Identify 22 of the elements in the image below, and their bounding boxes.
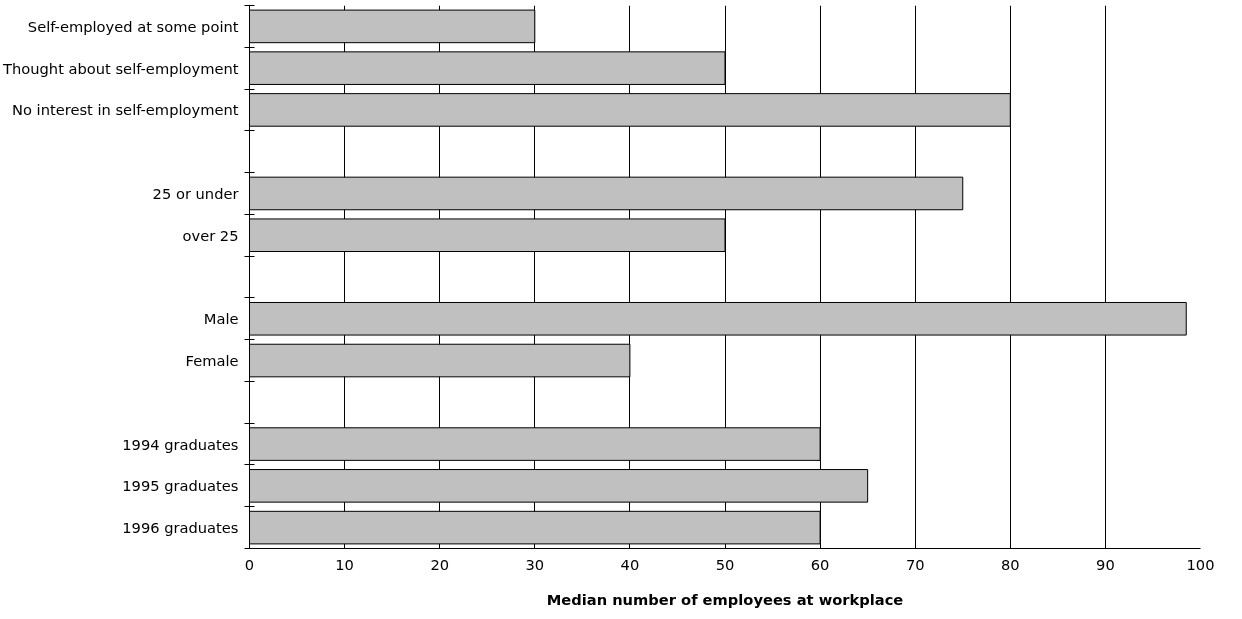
- y-tick-label: Female: [185, 352, 239, 370]
- y-tick-label: 1994 graduates: [122, 435, 239, 453]
- x-axis-title: Median number of employees at workplace: [546, 590, 904, 608]
- y-tick-label: Self-employed at some point: [27, 17, 239, 35]
- y-tick-label: 1996 graduates: [122, 519, 239, 537]
- x-tick-label: 30: [525, 555, 545, 573]
- x-tick-label: 50: [715, 555, 735, 573]
- x-tick-label: 70: [905, 555, 925, 573]
- y-tick-label: Thought about self-employment: [2, 59, 239, 77]
- x-tick-label: 90: [1096, 555, 1115, 573]
- x-tick-label: 20: [430, 555, 450, 573]
- y-tick-label: over 25: [182, 226, 239, 244]
- x-tick-label: 80: [1000, 555, 1020, 573]
- x-tick-label: 40: [620, 555, 640, 573]
- y-tick-label: No interest in self-employment: [11, 101, 239, 119]
- x-tick-label: 60: [810, 555, 830, 573]
- y-tick-label: 25 or under: [152, 184, 240, 202]
- x-tick-label: 10: [335, 555, 354, 573]
- y-tick-label: Male: [203, 310, 239, 328]
- x-tick-label: 0: [244, 555, 255, 573]
- x-tick-label: 100: [1186, 555, 1215, 573]
- y-tick-label: 1995 graduates: [122, 477, 239, 495]
